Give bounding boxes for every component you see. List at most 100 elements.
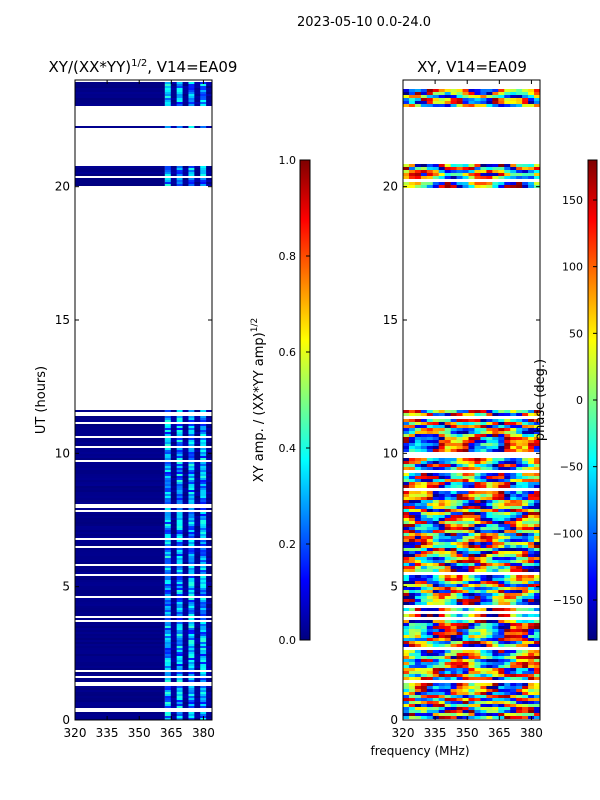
heatmap-cell xyxy=(408,182,416,185)
heatmap-cell xyxy=(164,566,172,568)
heatmap-cell xyxy=(206,678,213,680)
heatmap-cell xyxy=(516,548,523,551)
heatmap-cell xyxy=(456,464,463,467)
heatmap-cell xyxy=(194,126,201,128)
heatmap-cell xyxy=(462,170,469,173)
heatmap-cell xyxy=(182,628,189,630)
heatmap-cell xyxy=(510,419,517,422)
heatmap-cell xyxy=(414,164,422,167)
heatmap-cell xyxy=(408,575,416,578)
heatmap-cell xyxy=(450,644,457,647)
heatmap-cell xyxy=(206,686,213,688)
heatmap-cell xyxy=(182,450,189,452)
heatmap-cell xyxy=(170,434,177,436)
heatmap-cell xyxy=(480,521,487,524)
heatmap-cell xyxy=(534,494,541,497)
heatmap-cell xyxy=(504,704,511,707)
heatmap-cell xyxy=(534,545,541,548)
heatmap-cell xyxy=(182,528,189,530)
heatmap-cell xyxy=(534,626,541,629)
heatmap-cell xyxy=(462,635,469,638)
heatmap-cell xyxy=(450,656,457,659)
heatmap-cell xyxy=(403,596,410,599)
heatmap-cell xyxy=(403,530,410,533)
heatmap-cell xyxy=(504,425,511,428)
heatmap-cell xyxy=(170,686,177,688)
heatmap-cell xyxy=(522,590,529,593)
heatmap-cell xyxy=(194,592,201,594)
heatmap-cell xyxy=(75,170,165,172)
heatmap-cell xyxy=(522,626,529,629)
heatmap-cell xyxy=(170,624,177,626)
heatmap-cell xyxy=(164,662,172,664)
heatmap-cell xyxy=(456,473,463,476)
heatmap-cell xyxy=(75,410,165,412)
heatmap-cell xyxy=(206,456,213,458)
heatmap-cell xyxy=(468,473,475,476)
heatmap-cell xyxy=(492,593,499,596)
heatmap-cell xyxy=(456,164,463,167)
heatmap-cell xyxy=(200,104,207,106)
heatmap-cell xyxy=(426,686,434,689)
heatmap-cell xyxy=(504,653,511,656)
heatmap-cell xyxy=(164,622,172,624)
amplitude-ylabel: UT (hours) xyxy=(34,366,49,434)
heatmap-cell xyxy=(75,610,165,612)
heatmap-cell xyxy=(420,587,428,590)
heatmap-cell xyxy=(194,594,201,596)
heatmap-cell xyxy=(504,668,511,671)
heatmap-cell xyxy=(426,479,434,482)
heatmap-cell xyxy=(516,473,523,476)
heatmap-cell xyxy=(206,508,213,510)
heatmap-cell xyxy=(504,686,511,689)
heatmap-cell xyxy=(438,440,445,443)
heatmap-cell xyxy=(182,92,189,94)
heatmap-cell xyxy=(468,560,475,563)
heatmap-cell xyxy=(486,167,493,170)
heatmap-cell xyxy=(510,101,517,104)
heatmap-cell xyxy=(474,104,481,107)
heatmap-cell xyxy=(182,534,189,536)
heatmap-cell xyxy=(75,470,165,472)
heatmap-cell xyxy=(474,707,481,710)
x-tick-label: 365 xyxy=(488,726,511,740)
heatmap-cell xyxy=(420,101,428,104)
heatmap-cell xyxy=(164,480,172,482)
heatmap-cell xyxy=(170,550,177,552)
heatmap-cell xyxy=(194,480,201,482)
heatmap-cell xyxy=(200,474,207,476)
heatmap-cell xyxy=(206,478,213,480)
heatmap-cell xyxy=(480,566,487,569)
heatmap-cell xyxy=(474,596,481,599)
heatmap-cell xyxy=(462,482,469,485)
heatmap-cell xyxy=(522,440,529,443)
heatmap-cell xyxy=(200,434,207,436)
heatmap-cell xyxy=(474,659,481,662)
heatmap-cell xyxy=(456,626,463,629)
heatmap-cell xyxy=(462,491,469,494)
heatmap-cell xyxy=(414,548,422,551)
heatmap-cell xyxy=(516,437,523,440)
heatmap-cell xyxy=(164,628,172,630)
heatmap-cell xyxy=(534,665,541,668)
heatmap-cell xyxy=(414,575,422,578)
heatmap-cell xyxy=(456,539,463,542)
heatmap-cell xyxy=(164,654,172,656)
heatmap-cell xyxy=(510,410,517,413)
heatmap-cell xyxy=(510,596,517,599)
heatmap-cell xyxy=(420,608,428,611)
heatmap-cell xyxy=(468,653,475,656)
heatmap-cell xyxy=(206,418,213,420)
heatmap-cell xyxy=(403,713,410,716)
heatmap-cell xyxy=(534,584,541,587)
heatmap-cell xyxy=(432,704,440,707)
heatmap-cell xyxy=(408,596,416,599)
heatmap-cell xyxy=(420,539,428,542)
heatmap-cell xyxy=(528,518,535,521)
heatmap-cell xyxy=(522,515,529,518)
heatmap-cell xyxy=(468,92,475,95)
heatmap-cell xyxy=(426,692,434,695)
heatmap-cell xyxy=(408,566,416,569)
heatmap-cell xyxy=(462,164,469,167)
heatmap-cell xyxy=(522,506,529,509)
